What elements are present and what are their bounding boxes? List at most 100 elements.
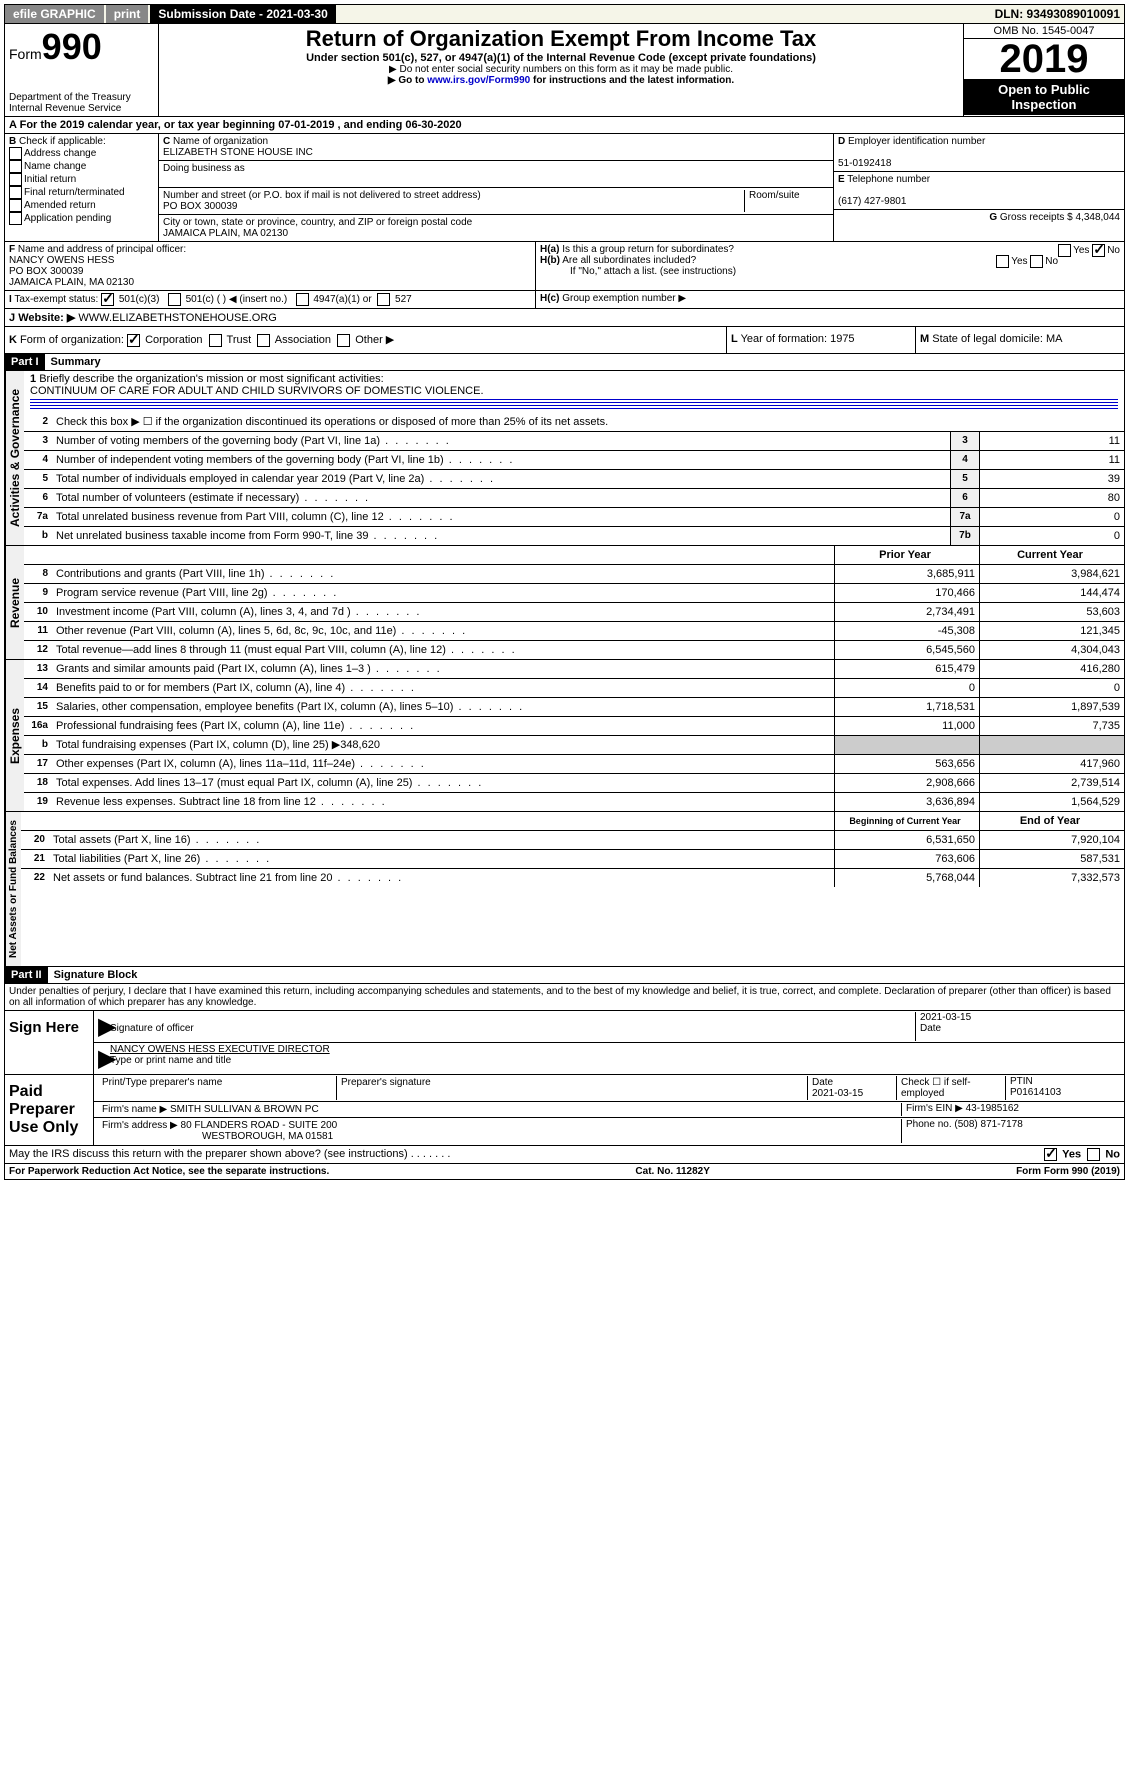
cb-other[interactable] — [337, 334, 350, 347]
dept: Department of the Treasury — [9, 92, 154, 103]
addr-label: Number and street (or P.O. box if mail i… — [163, 190, 481, 201]
firm-addr1: 80 FLANDERS ROAD - SUITE 200 — [181, 1120, 338, 1131]
cb-corp[interactable] — [127, 334, 140, 347]
no-lbl: No — [1107, 245, 1120, 256]
j-label: Website: ▶ — [18, 312, 75, 324]
year-formed: 1975 — [830, 333, 854, 345]
hb-text: Are all subordinates included? — [562, 255, 696, 266]
checkbox-final[interactable] — [9, 186, 22, 199]
i-c: 501(c) ( ) ◀ (insert no.) — [186, 294, 288, 305]
discuss-row: May the IRS discuss this return with the… — [4, 1146, 1125, 1164]
table-row: 22 Net assets or fund balances. Subtract… — [21, 869, 1124, 887]
discuss-text: May the IRS discuss this return with the… — [9, 1148, 408, 1160]
firm-name-lbl: Firm's name ▶ — [102, 1104, 167, 1115]
discuss-yes[interactable] — [1044, 1148, 1057, 1161]
cb-527[interactable] — [377, 293, 390, 306]
ha-no[interactable] — [1092, 244, 1105, 257]
discuss-yes-lbl: Yes — [1062, 1148, 1081, 1160]
table-row: 16a Professional fundraising fees (Part … — [24, 717, 1124, 736]
form-ref: Form — [1016, 1166, 1044, 1177]
firm-addr-lbl: Firm's address ▶ — [102, 1120, 178, 1131]
vert-revenue: Revenue — [5, 546, 24, 659]
paid-label: Paid Preparer Use Only — [5, 1075, 94, 1145]
cb-trust[interactable] — [209, 334, 222, 347]
subdate-btn: Submission Date - 2021-03-30 — [150, 5, 335, 23]
checkbox-amended[interactable] — [9, 199, 22, 212]
type-name-label: Type or print name and title — [110, 1055, 231, 1066]
checkbox-pending[interactable] — [9, 212, 22, 225]
table-row: 17 Other expenses (Part IX, column (A), … — [24, 755, 1124, 774]
cb-4947[interactable] — [296, 293, 309, 306]
table-row: 14 Benefits paid to or for members (Part… — [24, 679, 1124, 698]
table-row: 18 Total expenses. Add lines 13–17 (must… — [24, 774, 1124, 793]
hb-yes[interactable] — [996, 255, 1009, 268]
q1: Briefly describe the organization's miss… — [39, 373, 383, 385]
no-lbl2: No — [1045, 256, 1058, 267]
form-number: 990 — [42, 26, 102, 67]
table-row: 7a Total unrelated business revenue from… — [24, 508, 1124, 527]
table-row: 20 Total assets (Part X, line 16) 6,531,… — [21, 831, 1124, 850]
instructions-link[interactable]: www.irs.gov/Form990 — [427, 75, 530, 86]
col-begin: Beginning of Current Year — [834, 812, 979, 830]
form-header: Form990 Department of the Treasury Inter… — [4, 24, 1125, 117]
table-row: 15 Salaries, other compensation, employe… — [24, 698, 1124, 717]
hc-text: Group exemption number ▶ — [562, 293, 686, 304]
e-label: Telephone number — [847, 174, 930, 185]
sig-officer-label: Signature of officer — [110, 1023, 194, 1034]
penalty-text: Under penalties of perjury, I declare th… — [4, 984, 1125, 1011]
note2b: for instructions and the latest informat… — [530, 75, 734, 86]
table-row: 5 Total number of individuals employed i… — [24, 470, 1124, 489]
cb-501c3[interactable] — [101, 293, 114, 306]
expenses-section: Expenses 13 Grants and similar amounts p… — [4, 660, 1125, 812]
firm-addr2: WESTBOROUGH, MA 01581 — [102, 1131, 333, 1142]
cb-assoc[interactable] — [257, 334, 270, 347]
part2-header: Part II Signature Block — [4, 967, 1125, 984]
ptin: P01614103 — [1010, 1087, 1061, 1098]
k-corp: Corporation — [145, 334, 202, 346]
hb-no[interactable] — [1030, 255, 1043, 268]
vert-net: Net Assets or Fund Balances — [5, 812, 21, 966]
efile-btn[interactable]: efile GRAPHIC — [5, 5, 104, 23]
firm-ein: 43-1985162 — [966, 1103, 1019, 1114]
f-label: Name and address of principal officer: — [18, 244, 186, 255]
part1-title: Summary — [45, 354, 107, 370]
prep-name-lbl: Print/Type preparer's name — [102, 1077, 222, 1088]
ha-yes[interactable] — [1058, 244, 1071, 257]
checkbox-address[interactable] — [9, 147, 22, 160]
discuss-no[interactable] — [1087, 1148, 1100, 1161]
table-row: b Net unrelated business taxable income … — [24, 527, 1124, 545]
firm-name: SMITH SULLIVAN & BROWN PC — [170, 1104, 319, 1115]
part2-title: Signature Block — [48, 967, 144, 983]
domicile: MA — [1046, 333, 1063, 345]
dba-label: Doing business as — [163, 163, 245, 174]
governance-section: Activities & Governance 1 Briefly descri… — [4, 371, 1125, 546]
b-item-4: Amended return — [24, 200, 96, 211]
website: WWW.ELIZABETHSTONEHOUSE.ORG — [78, 312, 276, 324]
checkbox-name[interactable] — [9, 160, 22, 173]
i-label: Tax-exempt status: — [14, 294, 98, 305]
yes-lbl2: Yes — [1011, 256, 1027, 267]
table-row: 9 Program service revenue (Part VIII, li… — [24, 584, 1124, 603]
irs: Internal Revenue Service — [9, 103, 154, 114]
line-a: A For the 2019 calendar year, or tax yea… — [4, 117, 1125, 134]
table-row: 12 Total revenue—add lines 8 through 11 … — [24, 641, 1124, 659]
checkbox-initial[interactable] — [9, 173, 22, 186]
prep-date-lbl: Date — [812, 1077, 833, 1088]
discuss-no-lbl: No — [1105, 1148, 1120, 1160]
note1: ▶ Do not enter social security numbers o… — [161, 64, 961, 75]
vert-governance: Activities & Governance — [5, 371, 24, 545]
cb-501c[interactable] — [168, 293, 181, 306]
mission-text: CONTINUUM OF CARE FOR ADULT AND CHILD SU… — [30, 385, 484, 397]
sig-date: 2021-03-15 — [920, 1012, 971, 1023]
print-btn[interactable]: print — [106, 5, 149, 23]
vert-expenses: Expenses — [5, 660, 24, 811]
table-row: 6 Total number of volunteers (estimate i… — [24, 489, 1124, 508]
footer: For Paperwork Reduction Act Notice, see … — [4, 1164, 1125, 1180]
b-item-0: Address change — [24, 148, 96, 159]
c-name-label: Name of organization — [173, 136, 268, 147]
b-item-5: Application pending — [24, 213, 111, 224]
i-527: 527 — [395, 294, 412, 305]
part1-header: Part I Summary — [4, 354, 1125, 371]
b-item-1: Name change — [24, 161, 86, 172]
b-item-2: Initial return — [24, 174, 76, 185]
